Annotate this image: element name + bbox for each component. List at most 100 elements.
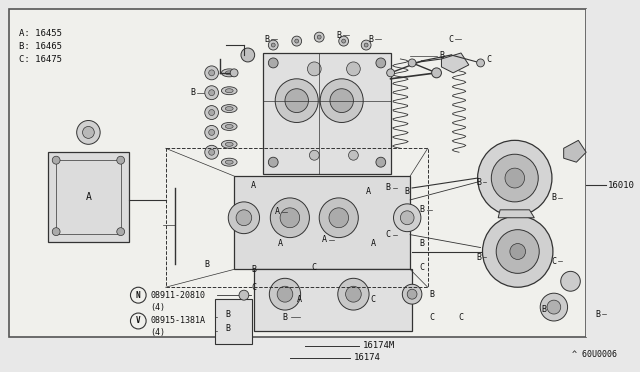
Ellipse shape [221,122,237,131]
Text: C: C [419,263,424,272]
Text: 08911-20810: 08911-20810 [150,291,205,300]
Text: B: B [476,177,481,186]
Text: B: B [404,187,410,196]
Circle shape [477,140,552,216]
Ellipse shape [225,160,233,164]
Text: B: B [226,324,231,333]
Circle shape [239,290,249,300]
Circle shape [205,125,218,140]
Circle shape [347,62,360,76]
Circle shape [269,278,301,310]
Text: B: B [419,205,424,214]
Circle shape [268,58,278,68]
Circle shape [338,278,369,310]
Circle shape [230,69,238,77]
Text: A: 16455: A: 16455 [19,29,62,38]
Text: B: B [204,260,209,269]
Text: B: 16465: B: 16465 [19,42,62,51]
Circle shape [339,36,349,46]
Text: (4): (4) [150,302,165,312]
Text: A: A [321,235,326,244]
Text: 08915-1381A: 08915-1381A [150,317,205,326]
Polygon shape [564,140,586,162]
Circle shape [77,121,100,144]
Text: B: B [595,310,600,318]
Circle shape [280,208,300,228]
Circle shape [209,70,214,76]
Text: B: B [191,88,196,97]
Bar [253,269,412,331]
Text: B: B [226,310,231,318]
Bar [9,9,586,337]
Circle shape [307,62,321,76]
Circle shape [394,204,421,232]
Circle shape [540,293,568,321]
Text: B: B [265,35,270,44]
Circle shape [209,90,214,96]
Ellipse shape [221,140,237,148]
Circle shape [387,69,394,77]
Text: A: A [275,207,280,216]
Circle shape [364,43,368,47]
Ellipse shape [225,71,233,75]
Text: B: B [336,31,341,40]
Text: A: A [371,239,376,248]
Text: B: B [369,35,374,44]
Text: 16174M: 16174M [364,341,396,350]
Text: B: B [429,290,434,299]
Circle shape [236,210,252,226]
Circle shape [510,244,525,259]
Circle shape [496,230,540,273]
Text: B: B [476,253,481,262]
Bar [56,160,121,234]
Text: C: C [552,257,556,266]
Circle shape [349,150,358,160]
Bar [166,148,428,287]
Circle shape [205,145,218,159]
Text: C: C [458,312,463,321]
Text: C: C [486,55,491,64]
Bar [49,152,129,241]
Text: A: A [297,295,302,304]
Text: B: B [419,239,424,248]
Circle shape [547,300,561,314]
Circle shape [407,289,417,299]
Text: B: B [282,312,287,321]
Circle shape [275,79,318,122]
Circle shape [314,32,324,42]
Bar [586,9,623,337]
Text: 16010: 16010 [607,180,634,189]
Bar [234,176,410,269]
Text: V: V [136,317,141,326]
Circle shape [295,39,299,43]
Circle shape [241,48,255,62]
Circle shape [561,271,580,291]
Text: B: B [541,305,547,314]
Circle shape [401,211,414,225]
Bar [214,299,252,344]
Circle shape [116,156,125,164]
Circle shape [271,43,275,47]
Circle shape [209,149,214,155]
Circle shape [309,150,319,160]
Circle shape [209,129,214,135]
Circle shape [317,35,321,39]
Text: C: C [449,35,454,44]
Ellipse shape [225,125,233,128]
Circle shape [320,79,364,122]
Circle shape [361,40,371,50]
Text: B: B [439,51,444,61]
Circle shape [408,59,416,67]
Text: N: N [136,291,141,300]
Circle shape [492,154,538,202]
Circle shape [285,89,308,113]
Circle shape [209,110,214,116]
Circle shape [346,286,361,302]
Text: A: A [278,239,283,248]
Text: 16174: 16174 [353,353,380,362]
Polygon shape [442,53,469,73]
Circle shape [477,59,484,67]
Circle shape [228,202,260,234]
Circle shape [319,198,358,238]
Text: ^ 60U0006: ^ 60U0006 [572,350,618,359]
